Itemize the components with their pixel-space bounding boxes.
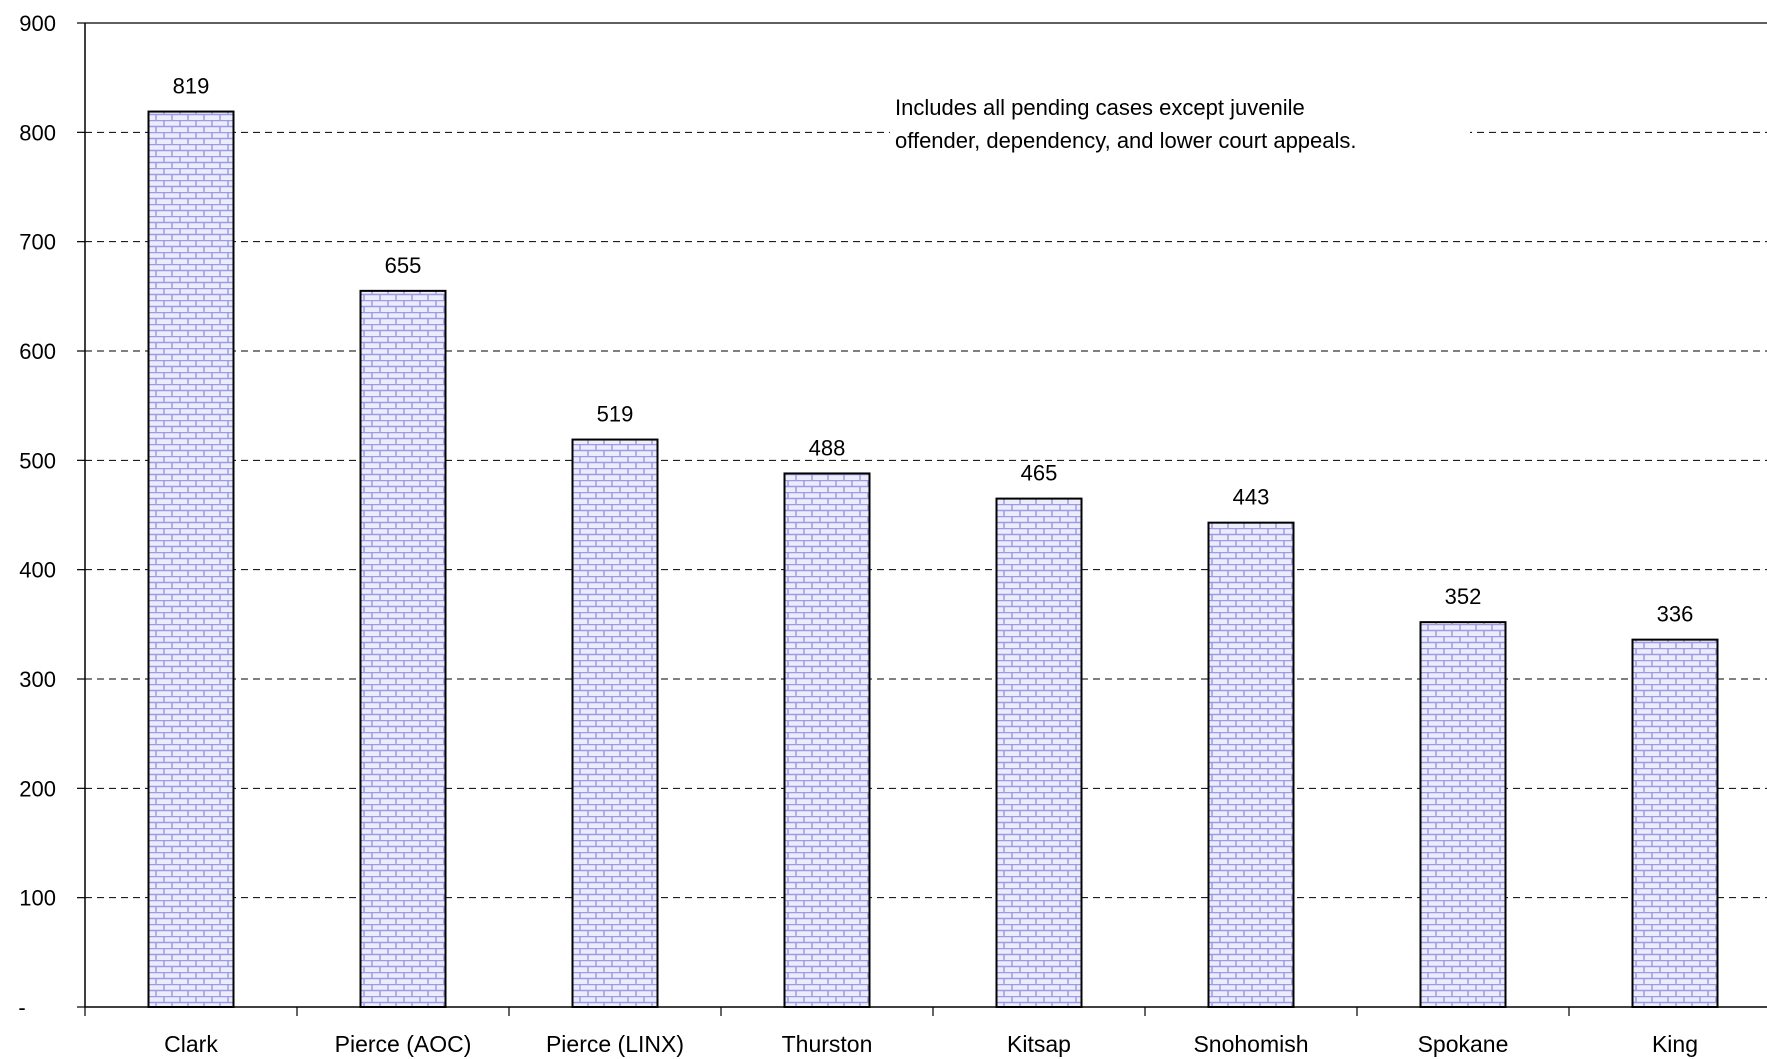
x-category-label: Pierce (LINX) [546, 1031, 684, 1057]
x-category-label: Clark [164, 1031, 218, 1057]
bar-pierce-linx [571, 438, 659, 1008]
y-tick-label: 300 [19, 667, 56, 692]
gridlines [85, 131, 1767, 899]
annotation-line-2: offender, dependency, and lower court ap… [895, 128, 1357, 153]
bar-kitsap [995, 497, 1083, 1008]
x-category-label: Kitsap [1007, 1031, 1071, 1057]
y-tick-label: 800 [19, 120, 56, 145]
bar-clark [147, 110, 235, 1008]
annotation: Includes all pending cases except juveni… [890, 94, 1470, 160]
x-category-label: Pierce (AOC) [335, 1031, 472, 1057]
annotation-background [890, 94, 1470, 160]
bar-pierce-aoc [359, 289, 447, 1009]
y-tick-label: 100 [19, 886, 56, 911]
data-label: 352 [1445, 584, 1482, 609]
bar-spokane [1419, 621, 1507, 1008]
y-tick-label: - [18, 995, 25, 1020]
y-tick-label: 900 [19, 11, 56, 36]
y-tick-label: 400 [19, 558, 56, 583]
x-category-label: Thurston [782, 1031, 873, 1057]
bars [147, 110, 1719, 1009]
x-category-label: Snohomish [1193, 1031, 1308, 1057]
data-label: 465 [1021, 461, 1058, 486]
y-tick-label: 700 [19, 230, 56, 255]
y-tick-label: 600 [19, 339, 56, 364]
data-label: 488 [809, 435, 846, 460]
data-label: 655 [385, 253, 422, 278]
y-tick-label: 500 [19, 448, 56, 473]
labels: - 100 200 300 400 500 600 700 800 900 819 Clark 655 P… [18, 11, 1698, 1057]
bar-thurston [783, 472, 871, 1009]
bar-king [1631, 638, 1719, 1008]
bar-snohomish [1207, 521, 1295, 1008]
x-category-label: King [1652, 1031, 1698, 1057]
data-label: 819 [173, 74, 210, 99]
data-label: 443 [1233, 485, 1270, 510]
data-label: 336 [1657, 602, 1694, 627]
data-label: 519 [597, 402, 634, 427]
annotation-line-1: Includes all pending cases except juveni… [895, 95, 1305, 120]
x-category-label: Spokane [1418, 1031, 1509, 1057]
y-tick-label: 200 [19, 776, 56, 801]
axes [77, 22, 1767, 1016]
